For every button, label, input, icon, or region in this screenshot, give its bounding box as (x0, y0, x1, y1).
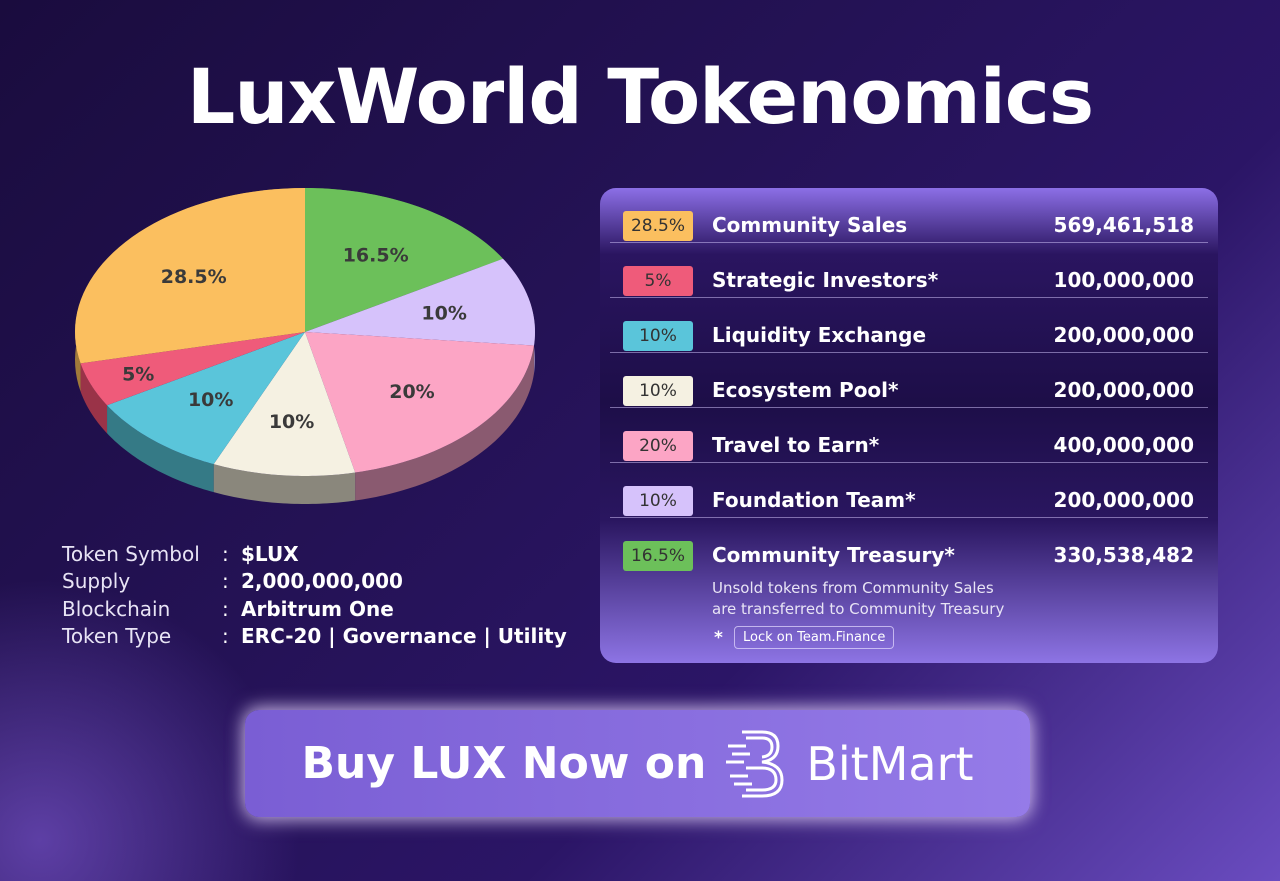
token-info-row: Token Type: ERC-20 | Governance | Utility (62, 623, 582, 651)
pie-slice (213, 332, 356, 476)
allocation-name: Ecosystem Pool* (712, 378, 899, 402)
table-row: 28.5% Community Sales 569,461,518 (610, 188, 1208, 243)
percent-badge: 16.5% (623, 541, 693, 571)
info-value: Arbitrum One (241, 596, 394, 621)
footnote-star: * (714, 628, 723, 648)
buy-on-bitmart-button[interactable]: Buy LUX Now on BitMart (245, 710, 1030, 817)
info-label: Token Type (62, 624, 172, 649)
info-label: Blockchain (62, 596, 171, 621)
token-info-row: Supply:2,000,000,000 (62, 568, 582, 596)
allocation-amount: 100,000,000 (1053, 268, 1194, 292)
allocation-amount: 400,000,000 (1053, 433, 1194, 457)
allocation-name: Travel to Earn* (712, 433, 880, 457)
cta-brand: BitMart (806, 736, 974, 791)
percent-badge: 10% (623, 376, 693, 406)
info-label: Supply (62, 569, 131, 594)
pie-slice (305, 258, 535, 346)
pie-slice-side (355, 345, 534, 501)
pie-slice (107, 332, 306, 465)
allocation-amount: 330,538,482 (1053, 543, 1194, 567)
info-value: 2,000,000,000 (241, 569, 403, 594)
token-info-row: Blockchain: Arbitrum One (62, 595, 582, 623)
info-label: Token Symbol (62, 541, 200, 566)
pie-slice-label: 16.5% (343, 244, 409, 266)
allocation-amount: 200,000,000 (1053, 323, 1194, 347)
table-row: 10% Ecosystem Pool* 200,000,000 (610, 353, 1208, 408)
percent-badge: 28.5% (623, 211, 693, 241)
pie-slice-label: 10% (421, 303, 466, 325)
percent-badge: 5% (623, 266, 693, 296)
page-title: LuxWorld Tokenomics (186, 52, 1094, 141)
cta-text: Buy LUX Now on (301, 738, 707, 789)
treasury-note: Unsold tokens from Community Sales are tr… (712, 578, 1004, 620)
allocation-name: Strategic Investors* (712, 268, 939, 292)
table-row: 10% Foundation Team* 200,000,000 (610, 463, 1208, 518)
table-row: 16.5% Community Treasury* 330,538,482 (610, 518, 1208, 573)
pie-slice (305, 188, 503, 332)
allocation-name: Foundation Team* (712, 488, 916, 512)
token-info: Token Symbol: $LUX Supply:2,000,000,000 B… (62, 540, 582, 650)
allocation-amount: 200,000,000 (1053, 378, 1194, 402)
pie-slice-side (107, 405, 214, 493)
table-row: 10% Liquidity Exchange 200,000,000 (610, 298, 1208, 353)
percent-badge: 10% (623, 486, 693, 516)
pie-slice-label: 20% (389, 381, 434, 403)
lock-badge: Lock on Team.Finance (734, 626, 895, 649)
pie-chart: 16.5% 10% 20% 10% 10% 5% 28.5% (75, 188, 535, 504)
pie-slice (75, 188, 305, 364)
allocation-amount: 200,000,000 (1053, 488, 1194, 512)
allocation-name: Community Treasury* (712, 543, 955, 567)
percent-badge: 10% (623, 321, 693, 351)
table-row: 5% Strategic Investors* 100,000,000 (610, 243, 1208, 298)
allocation-name: Liquidity Exchange (712, 323, 927, 347)
info-value: $LUX (241, 541, 299, 566)
pie-slice-label: 28.5% (161, 266, 227, 288)
pie-slice-label: 10% (188, 389, 233, 411)
pie-slice-side (213, 464, 356, 504)
note-line: Unsold tokens from Community Sales (712, 579, 994, 597)
pie-slice (80, 332, 305, 406)
info-colon: : (222, 596, 229, 621)
table-row: 20% Travel to Earn* 400,000,000 (610, 408, 1208, 463)
note-line: are transferred to Community Treasury (712, 600, 1005, 618)
info-value: ERC-20 | Governance | Utility (241, 624, 567, 649)
pie-slice-label: 10% (269, 411, 314, 433)
info-colon: : (222, 541, 229, 566)
bitmart-logo-icon (726, 730, 784, 797)
pie-slice (305, 332, 534, 473)
pie-slice-label: 5% (122, 363, 154, 385)
info-colon: : (222, 569, 229, 594)
percent-badge: 20% (623, 431, 693, 461)
pie-slice-side (80, 363, 108, 434)
allocation-amount: 569,461,518 (1053, 213, 1194, 237)
info-colon: : (222, 624, 229, 649)
token-info-row: Token Symbol: $LUX (62, 540, 582, 568)
allocation-table: Unsold tokens from Community Sales are tr… (600, 188, 1218, 663)
allocation-name: Community Sales (712, 213, 908, 237)
